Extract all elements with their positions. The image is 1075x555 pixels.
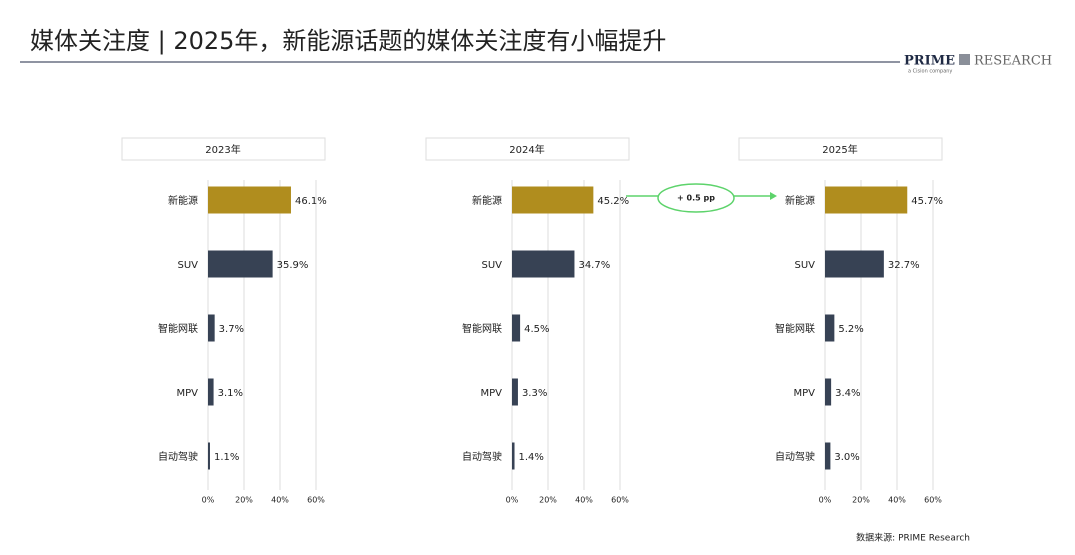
bar <box>512 186 594 214</box>
value-label: 45.2% <box>597 196 629 207</box>
category-label: 新能源 <box>168 194 198 207</box>
value-label: 3.0% <box>834 452 859 463</box>
x-tick-label: 40% <box>575 496 593 505</box>
panel-title: 2024年 <box>509 143 544 156</box>
panel-title: 2023年 <box>205 143 240 156</box>
bar <box>208 378 214 406</box>
category-label: 智能网联 <box>158 322 198 335</box>
annotation-text: + 0.5 pp <box>677 194 715 203</box>
category-label: SUV <box>481 260 502 271</box>
bar <box>825 378 832 406</box>
bar <box>208 314 215 342</box>
bar <box>208 250 273 278</box>
logo-name: PRIME <box>904 54 955 69</box>
category-label: SUV <box>794 260 815 271</box>
category-label: MPV <box>481 388 503 399</box>
value-label: 3.4% <box>835 388 860 399</box>
category-label: MPV <box>794 388 816 399</box>
category-label: 智能网联 <box>775 322 815 335</box>
bar <box>208 442 210 470</box>
category-label: SUV <box>177 260 198 271</box>
bar <box>512 314 521 342</box>
category-label: 新能源 <box>472 194 502 207</box>
bar <box>512 442 515 470</box>
value-label: 4.5% <box>524 324 549 335</box>
value-label: 35.9% <box>277 260 309 271</box>
logo-suffix: RESEARCH <box>974 54 1052 69</box>
bar <box>825 314 835 342</box>
source-note: 数据来源: PRIME Research <box>856 532 970 544</box>
category-label: 自动驾驶 <box>462 450 502 463</box>
value-label: 3.3% <box>522 388 547 399</box>
x-tick-label: 0% <box>819 496 832 505</box>
logo-icon <box>959 54 970 65</box>
annotation-bubble <box>657 183 735 213</box>
slide-title: 媒体关注度 | 2025年，新能源话题的媒体关注度有小幅提升 <box>30 27 666 55</box>
logo-tagline: a Cision company <box>908 69 952 75</box>
panel-title-box <box>121 137 326 161</box>
value-label: 32.7% <box>888 260 920 271</box>
value-label: 34.7% <box>578 260 610 271</box>
category-label: MPV <box>177 388 199 399</box>
value-label: 5.2% <box>838 324 863 335</box>
panel-title-box <box>738 137 943 161</box>
x-tick-label: 0% <box>202 496 215 505</box>
value-label: 3.1% <box>218 388 243 399</box>
category-label: 自动驾驶 <box>158 450 198 463</box>
value-label: 1.1% <box>214 452 239 463</box>
category-label: 智能网联 <box>462 322 502 335</box>
bar <box>825 186 908 214</box>
x-tick-label: 20% <box>235 496 253 505</box>
x-tick-label: 0% <box>506 496 519 505</box>
x-tick-label: 20% <box>852 496 870 505</box>
bar <box>208 186 291 214</box>
x-tick-label: 60% <box>924 496 942 505</box>
panel-title-box <box>425 137 630 161</box>
x-tick-label: 60% <box>307 496 325 505</box>
bar <box>825 250 884 278</box>
bar <box>825 442 831 470</box>
bar <box>512 250 575 278</box>
value-label: 1.4% <box>519 452 544 463</box>
x-tick-label: 40% <box>271 496 289 505</box>
arrow-head <box>770 192 777 200</box>
value-label: 46.1% <box>295 196 327 207</box>
panel-title: 2025年 <box>822 143 857 156</box>
x-tick-label: 40% <box>888 496 906 505</box>
x-tick-label: 60% <box>611 496 629 505</box>
value-label: 45.7% <box>911 196 943 207</box>
category-label: 自动驾驶 <box>775 450 815 463</box>
x-tick-label: 20% <box>539 496 557 505</box>
value-label: 3.7% <box>219 324 244 335</box>
category-label: 新能源 <box>785 194 815 207</box>
bar <box>512 378 518 406</box>
